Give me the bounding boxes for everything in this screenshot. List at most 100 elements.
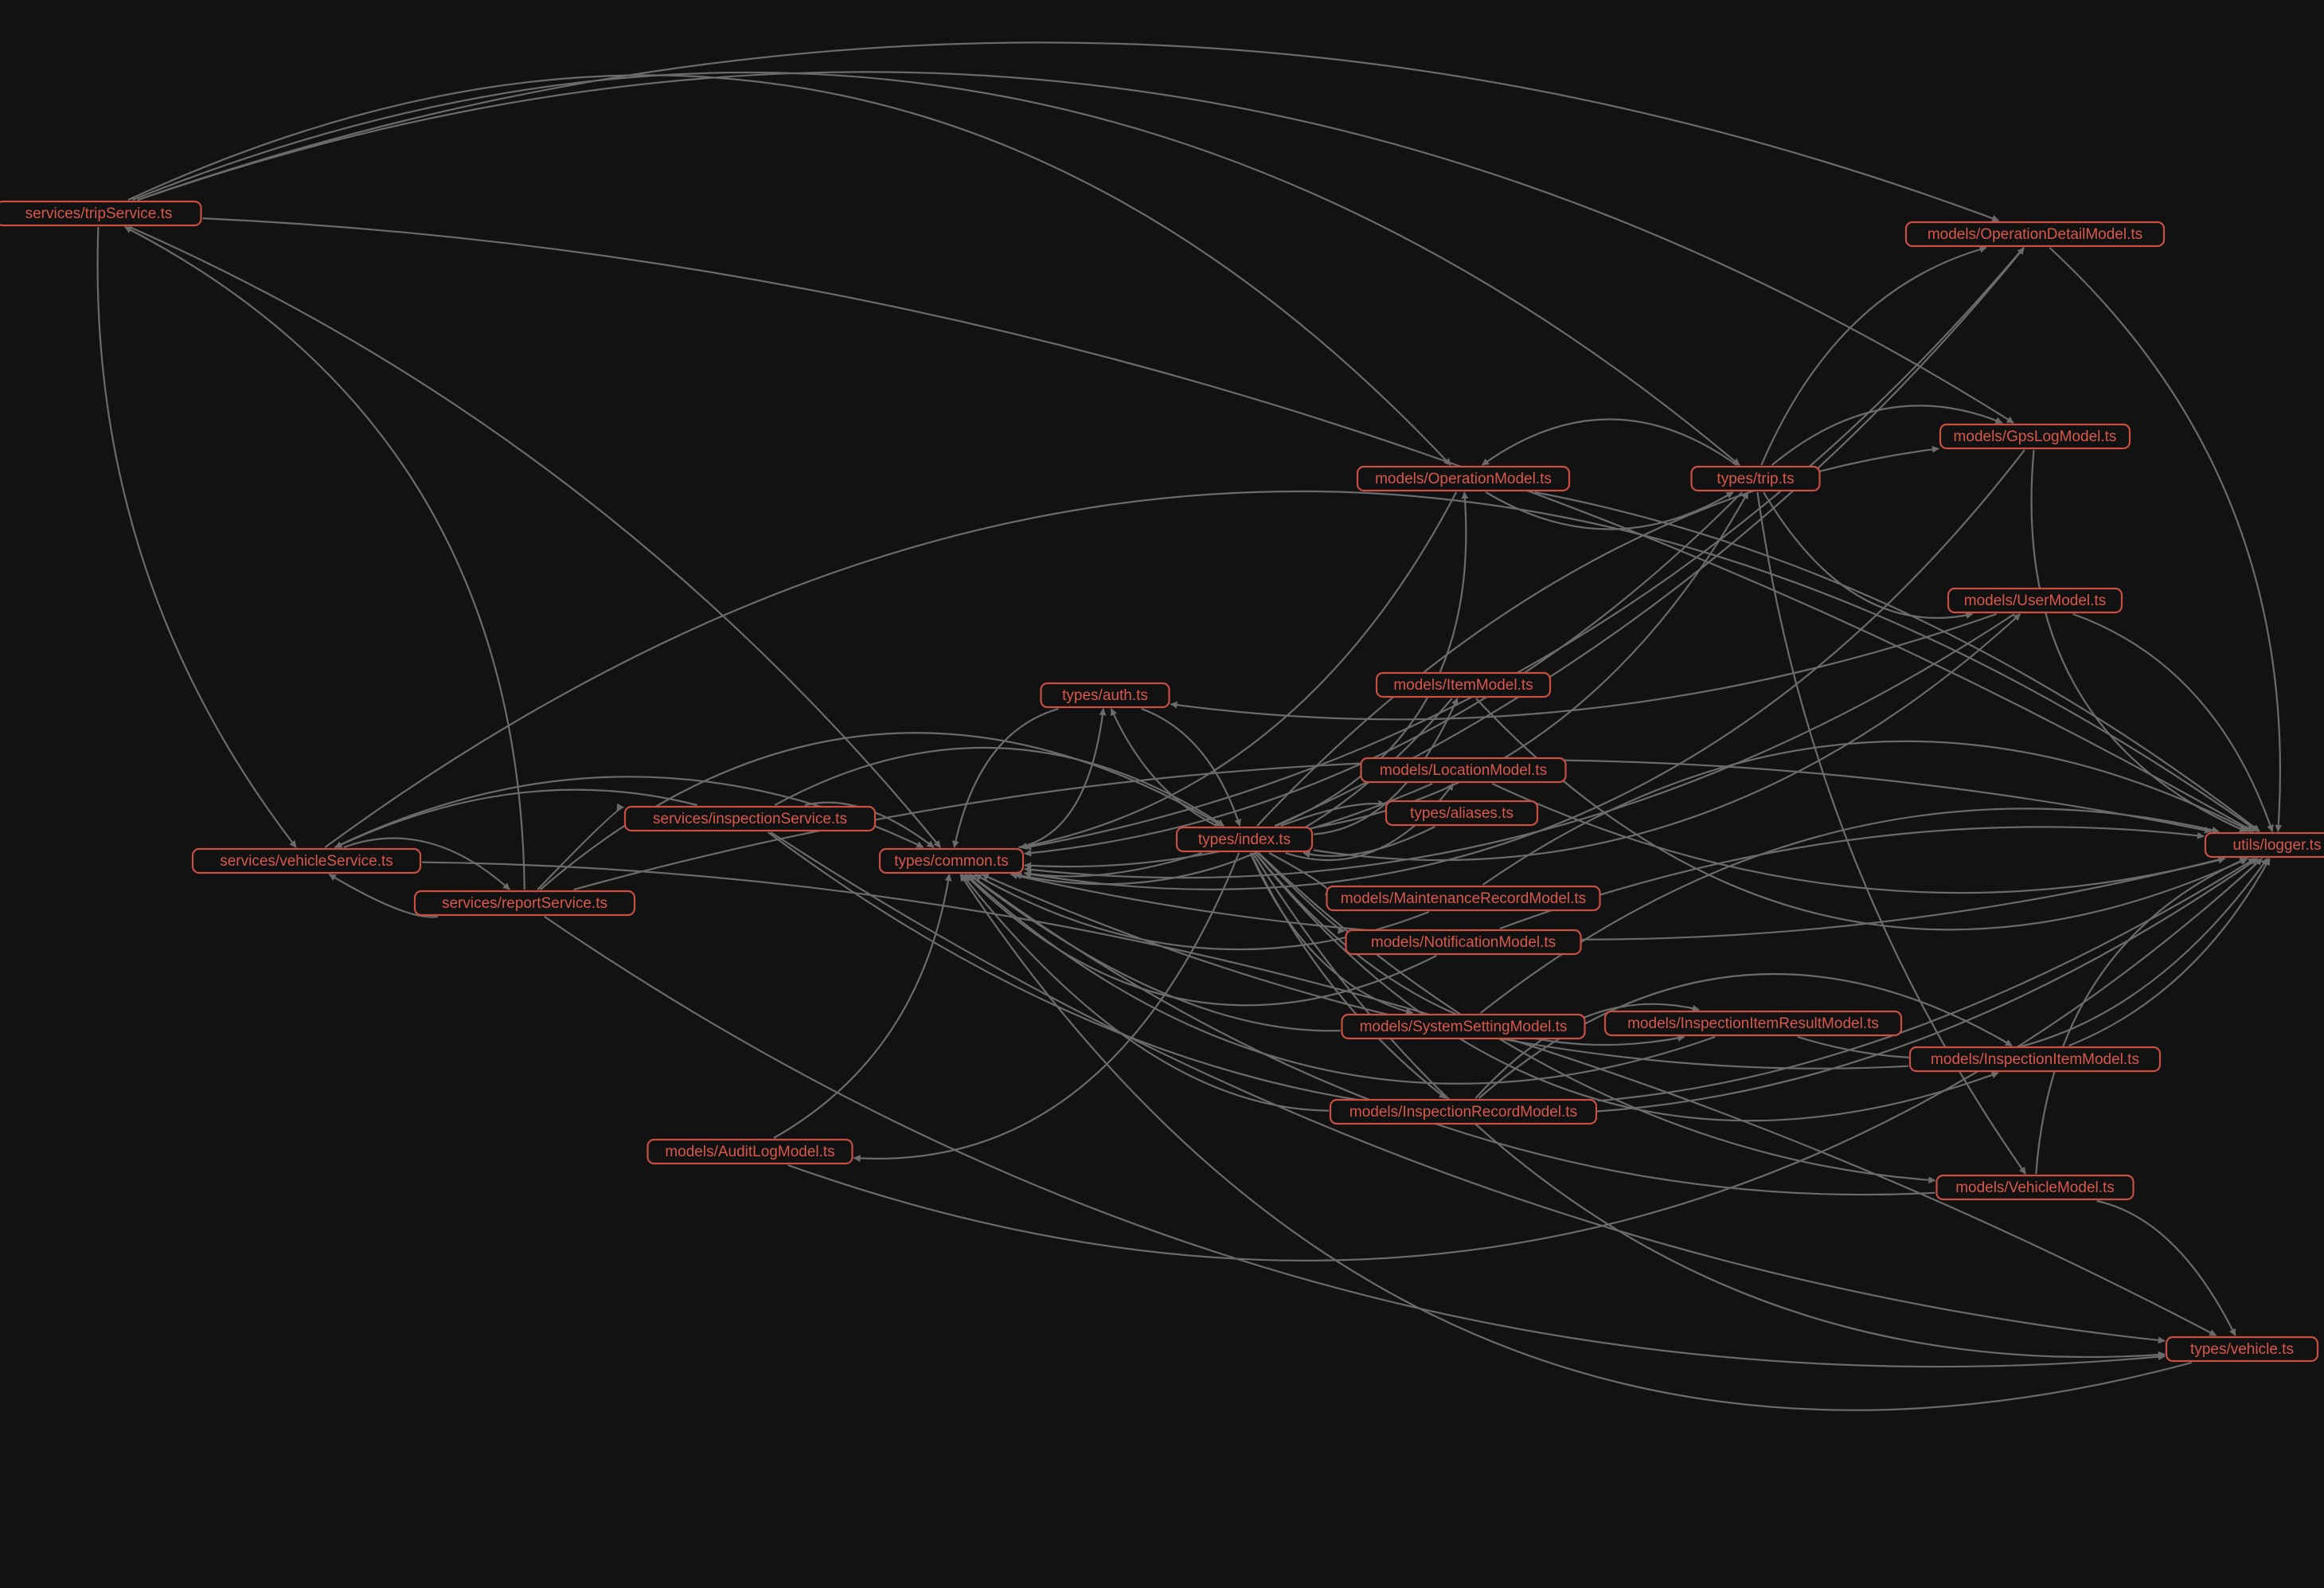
node-common[interactable]: types/common.ts [878, 847, 1025, 874]
node-vehicle-model[interactable]: models/VehicleModel.ts [1935, 1174, 2135, 1201]
edge-inspection-record-to-logger [1597, 858, 2256, 1102]
node-inspection-service[interactable]: services/inspectionService.ts [623, 805, 877, 832]
node-box [1329, 1098, 1598, 1125]
edge-trip-to-operation [1481, 418, 1738, 466]
node-label: utils/logger.ts [2233, 837, 2322, 854]
node-auth[interactable]: types/auth.ts [1040, 682, 1170, 709]
node-report-service[interactable]: services/reportService.ts [413, 890, 636, 917]
edge-report-service-to-trip-service [124, 226, 525, 890]
node-notification[interactable]: models/NotificationModel.ts [1345, 929, 1582, 956]
edge-system-setting-to-common [968, 874, 1341, 1032]
node-maintenance[interactable]: models/MaintenanceRecordModel.ts [1326, 885, 1601, 912]
node-layer: services/tripService.ts services/vehicleS… [0, 200, 2324, 1363]
edge-report-service-to-vehicle [544, 916, 2166, 1368]
node-item[interactable]: models/ItemModel.ts [1375, 671, 1552, 698]
edge-layer [96, 41, 2283, 1411]
node-box [1603, 1010, 1903, 1037]
edge-inspection-service-to-index [774, 746, 1224, 827]
node-label: models/ItemModel.ts [1393, 677, 1533, 694]
node-label: models/OperationDetailModel.ts [1928, 226, 2142, 243]
node-logger[interactable]: utils/logger.ts [2204, 831, 2324, 859]
edge-report-service-to-vehicle-service [328, 874, 438, 918]
edge-trip-to-user [1763, 491, 1974, 620]
node-box [1375, 671, 1552, 698]
node-label: models/InspectionRecordModel.ts [1349, 1104, 1577, 1121]
edge-inspection-service-to-vehicle [770, 831, 2166, 1344]
edge-trip-service-to-trip [131, 72, 1740, 466]
node-vehicle[interactable]: types/vehicle.ts [2165, 1336, 2319, 1363]
edge-inspection-record-to-inspection-item [1478, 972, 2013, 1099]
edge-maintenance-to-logger [1482, 740, 2252, 886]
edge-system-setting-to-logger [1479, 808, 2220, 1014]
node-trip[interactable]: types/trip.ts [1690, 465, 1821, 492]
edge-trip-to-gps-log [1771, 405, 2003, 466]
node-box [2165, 1336, 2319, 1363]
edge-index-to-notification [1257, 852, 1346, 934]
node-label: models/MaintenanceRecordModel.ts [1341, 890, 1586, 907]
edge-vehicle-model-to-vehicle [2096, 1199, 2236, 1336]
edge-item-to-common [1014, 698, 1453, 886]
edge-operation-detail-to-common [1024, 247, 2025, 851]
node-box [1175, 826, 1314, 853]
node-label: services/tripService.ts [25, 205, 173, 222]
node-label: models/InspectionItemResultModel.ts [1627, 1015, 1879, 1032]
node-index[interactable]: types/index.ts [1175, 826, 1314, 853]
edge-index-to-audit-log [853, 852, 1240, 1162]
node-audit-log[interactable]: models/AuditLogModel.ts [646, 1138, 853, 1165]
node-box [0, 200, 202, 227]
node-system-setting[interactable]: models/SystemSettingModel.ts [1341, 1013, 1586, 1040]
node-inspection-item-result[interactable]: models/InspectionItemResultModel.ts [1603, 1010, 1903, 1037]
edge-common-to-auth [1018, 708, 1107, 849]
node-trip-service[interactable]: services/tripService.ts [0, 200, 202, 227]
node-box [1935, 1174, 2135, 1201]
edge-trip-service-to-gps-log [137, 71, 2014, 424]
node-box [1341, 1013, 1586, 1040]
node-label: models/InspectionItemModel.ts [1931, 1051, 2139, 1068]
edge-vehicle-model-to-logger [2035, 857, 2248, 1175]
edge-audit-log-to-logger [787, 858, 2263, 1261]
node-aliases[interactable]: types/aliases.ts [1385, 800, 1539, 827]
edge-gps-log-to-logger [2030, 449, 2247, 833]
edge-index-to-vehicle [1252, 852, 2166, 1359]
edge-trip-to-vehicle-model [1756, 491, 2027, 1175]
edge-audit-log-to-common [773, 874, 952, 1139]
node-operation[interactable]: models/OperationModel.ts [1356, 465, 1571, 492]
edge-trip-service-to-common [129, 225, 941, 848]
edge-inspection-item-result-to-common [965, 874, 1716, 1085]
edge-vehicle-model-to-common [969, 874, 1935, 1196]
edge-inspection-item-to-logger [2068, 858, 2271, 1047]
edge-inspection-record-to-common [961, 874, 1330, 1112]
node-inspection-record[interactable]: models/InspectionRecordModel.ts [1329, 1098, 1598, 1125]
edge-trip-service-to-operation-detail [137, 41, 2000, 222]
edge-index-to-operation [1275, 491, 1469, 827]
node-box [1904, 221, 2166, 248]
node-box [878, 847, 1025, 874]
node-box [1040, 682, 1170, 709]
node-label: models/AuditLogModel.ts [665, 1144, 834, 1160]
edge-report-service-to-inspection-service [537, 803, 624, 890]
node-vehicle-service[interactable]: services/vehicleService.ts [191, 847, 422, 874]
edge-trip-service-to-logger [202, 217, 2254, 832]
edge-operation-to-common [1019, 491, 1458, 850]
node-inspection-item[interactable]: models/InspectionItemModel.ts [1908, 1046, 2162, 1073]
node-box [1356, 465, 1571, 492]
node-gps-log[interactable]: models/GpsLogModel.ts [1939, 423, 2131, 450]
edge-index-to-item [1313, 698, 1459, 835]
node-operation-detail[interactable]: models/OperationDetailModel.ts [1904, 221, 2166, 248]
node-box [1326, 885, 1601, 912]
node-box [1345, 929, 1582, 956]
node-label: services/inspectionService.ts [653, 811, 847, 827]
edge-notification-to-logger [1499, 826, 2205, 930]
node-location[interactable]: models/LocationModel.ts [1360, 757, 1567, 784]
node-label: models/GpsLogModel.ts [1954, 428, 2117, 445]
node-box [2204, 831, 2324, 859]
edge-trip-to-operation-detail [1760, 245, 1987, 466]
node-user[interactable]: models/UserModel.ts [1947, 587, 2123, 614]
node-box [1939, 423, 2131, 450]
node-box [191, 847, 422, 874]
edge-operation-detail-to-logger [2049, 247, 2283, 832]
edge-index-to-user [1313, 613, 2021, 862]
node-label: models/VehicleModel.ts [1955, 1179, 2115, 1196]
edge-operation-to-logger [1534, 491, 2260, 832]
edge-notification-to-common [964, 874, 1437, 1007]
